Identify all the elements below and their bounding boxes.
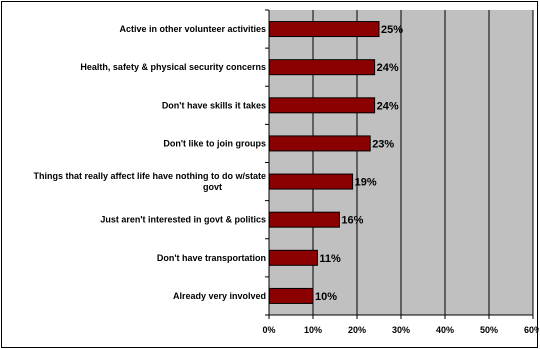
x-tick-label: 20% [348, 325, 366, 335]
value-labels: 25% 24% 24% 23% 19% 16% 11% 10% [315, 24, 403, 303]
x-tick-label: 40% [436, 325, 454, 335]
category-label-line: Don't like to join groups [163, 138, 266, 148]
x-tick-label: 60% [524, 325, 539, 335]
category-label: Don't like to join groups [163, 138, 266, 148]
bar [269, 211, 340, 228]
category-label-line: govt [203, 182, 222, 192]
category-label-line: Don't have transportation [157, 253, 266, 263]
category-label-line: Active in other volunteer activities [119, 24, 266, 34]
value-label: 24% [377, 100, 399, 112]
category-label-line: Health, safety & physical security conce… [80, 62, 266, 72]
bar [269, 97, 376, 114]
value-label: 19% [355, 177, 377, 189]
bar [269, 59, 376, 76]
category-label: Don't have transportation [157, 253, 266, 263]
category-labels: Active in other volunteer activities Heal… [33, 24, 266, 301]
category-label: Active in other volunteer activities [119, 24, 266, 34]
gridlines [265, 9, 534, 319]
value-label: 16% [341, 215, 363, 227]
bar [269, 249, 318, 266]
category-label-line: Just aren't interested in govt & politic… [100, 215, 266, 225]
category-label: Things that really affect life have noth… [33, 171, 266, 192]
category-label-line: Things that really affect life have noth… [33, 171, 266, 181]
value-label: 10% [315, 291, 337, 303]
category-label: Already very involved [173, 291, 266, 301]
category-label-line: Already very involved [173, 291, 266, 301]
bar [269, 287, 314, 304]
x-tick-label: 0% [262, 325, 275, 335]
x-tick-label: 50% [480, 325, 498, 335]
x-axis-tick-labels: 0% 10% 20% 30% 40% 50% 60% [262, 325, 539, 335]
category-label: Just aren't interested in govt & politic… [100, 215, 266, 225]
bar [269, 173, 354, 190]
x-tick-label: 10% [304, 325, 322, 335]
value-label: 25% [381, 24, 403, 36]
category-label: Don't have skills it takes [162, 100, 266, 110]
category-label: Health, safety & physical security conce… [80, 62, 266, 72]
value-label: 23% [372, 138, 394, 150]
x-tick-label: 30% [392, 325, 410, 335]
value-label: 11% [319, 253, 341, 265]
value-label: 24% [377, 62, 399, 74]
bar [269, 135, 371, 152]
category-label-line: Don't have skills it takes [162, 100, 266, 110]
bar [269, 21, 380, 38]
bars [269, 21, 380, 304]
